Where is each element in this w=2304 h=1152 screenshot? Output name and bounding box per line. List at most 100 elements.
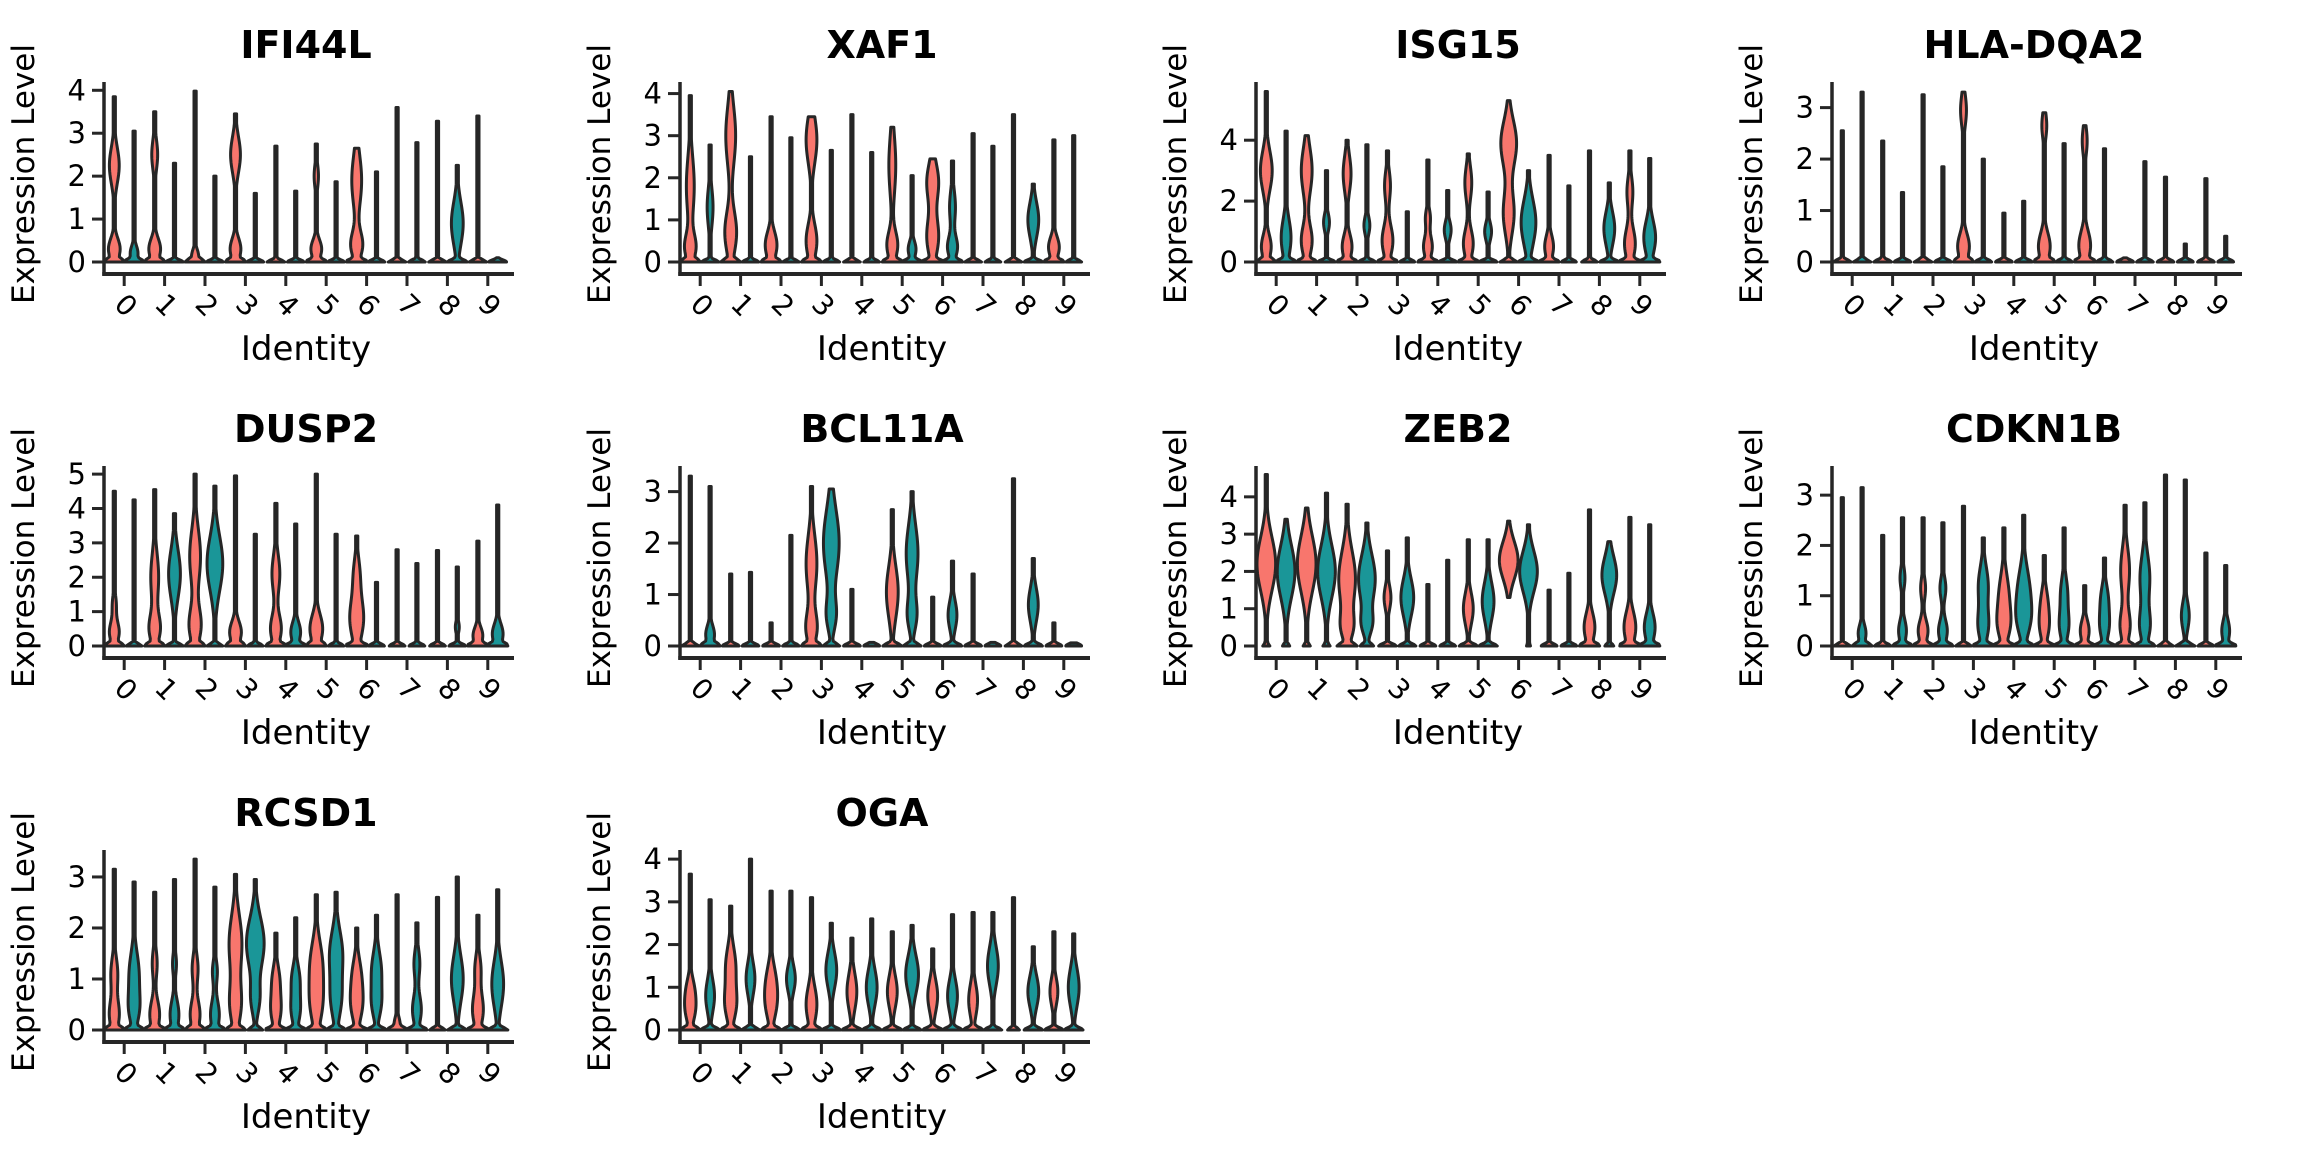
violin-XAF1-4-group2 (862, 151, 882, 264)
violin-CDKN1B-0-group1 (1832, 496, 1853, 648)
x-axis-label: Identity (817, 713, 947, 753)
violin-HLA-DQA2-1-group2 (1892, 191, 1913, 264)
x-tick-label: 7 (391, 671, 427, 707)
violin-RCSD1-0-group1 (102, 867, 126, 1032)
x-axis-label: Identity (1393, 713, 1523, 753)
violin-ISG15-2-group1 (1335, 138, 1359, 264)
y-tick-label: 3 (68, 116, 86, 150)
x-tick-label: 2 (1917, 287, 1953, 323)
x-tick-label: 2 (1917, 671, 1953, 707)
violin-XAF1-7-group2 (983, 144, 1003, 264)
violin-ZEB2-6-group1 (1497, 519, 1520, 600)
violin-OGA-1-group2 (739, 857, 762, 1032)
violin-HLA-DQA2-9-group2 (2216, 234, 2236, 264)
violin-IFI44L-0-group1 (102, 95, 126, 264)
x-axis-label: Identity (1393, 329, 1523, 369)
y-tick-label: 0 (644, 245, 662, 279)
violin-HLA-DQA2-4-group2 (2013, 199, 2034, 264)
y-tick-label: 0 (1220, 245, 1238, 279)
x-tick-label: 9 (2200, 287, 2236, 323)
violin-ZEB2-2-group2 (1357, 521, 1377, 648)
violin-RCSD1-7-group2 (405, 921, 429, 1032)
violin-RCSD1-1-group2 (162, 878, 187, 1032)
violin-CDKN1B-3-group2 (1971, 536, 1995, 648)
y-tick-label: 3 (644, 885, 662, 919)
panel-title: IFI44L (240, 23, 371, 67)
violin-BCL11A-6-group1 (922, 595, 943, 648)
violin-BCL11A-0-group1 (679, 474, 701, 648)
violin-RCSD1-8-group1 (428, 895, 447, 1032)
violin-RCSD1-5-group2 (324, 890, 348, 1032)
y-tick-label: 4 (1220, 123, 1238, 157)
violin-ISG15-5-group2 (1477, 190, 1499, 264)
violin-IFI44L-3-group2 (245, 191, 266, 264)
y-tick-label: 3 (1796, 91, 1814, 125)
y-axis-label: Expression Level (582, 428, 618, 688)
violin-IFI44L-0-group2 (122, 129, 146, 264)
violin-BCL11A-2-group2 (781, 533, 801, 648)
violin-DUSP2-9-group1 (466, 539, 490, 648)
violin-XAF1-1-group2 (740, 155, 761, 264)
y-tick-label: 3 (68, 860, 86, 894)
y-axis-label: Expression Level (1158, 428, 1194, 688)
y-axis-label: Expression Level (582, 812, 618, 1072)
violin-CDKN1B-2-group1 (1911, 516, 1935, 648)
y-tick-label: 2 (644, 928, 662, 962)
violin-ISG15-9-group2 (1638, 156, 1662, 264)
violin-CDKN1B-7-group1 (2113, 503, 2137, 648)
panel-ISG15: 0 2 4 0 1 2 3 4 5 6 7 8 9 ISG15 Expression Level Identi… (1152, 0, 1728, 384)
x-tick-label: 9 (472, 1055, 508, 1091)
x-tick-label: 6 (926, 671, 962, 707)
violin-CDKN1B-0-group2 (1850, 486, 1874, 648)
violin-DUSP2-6-group1 (345, 534, 369, 648)
violin-ZEB2-1-group2 (1316, 491, 1337, 648)
x-tick-label: 1 (1300, 671, 1336, 707)
x-tick-label: 6 (350, 1055, 386, 1091)
violin-DUSP2-4-group2 (284, 522, 308, 648)
violin-HLA-DQA2-7-group2 (2135, 160, 2155, 264)
panel-RCSD1: 0 1 2 3 0 1 2 3 4 5 6 7 8 9 RCSD1 Expression Level Ident… (0, 768, 576, 1152)
violin-DUSP2-2-group2 (205, 484, 225, 648)
violin-IFI44L-4-group2 (285, 189, 306, 264)
panel-DUSP2: 0 1 2 3 4 5 0 1 2 3 4 5 6 7 8 9 DUSP2 Expression Level Ide… (0, 384, 576, 768)
x-tick-label: 9 (1624, 671, 1660, 707)
violin-HLA-DQA2-3-group2 (1973, 157, 1994, 264)
violin-XAF1-0-group1 (678, 94, 702, 264)
x-tick-label: 6 (350, 287, 386, 323)
violin-DUSP2-9-group2 (486, 503, 510, 648)
violin-CDKN1B-3-group1 (1954, 504, 1973, 648)
violin-DUSP2-5-group1 (304, 472, 328, 648)
violin-BCL11A-6-group2 (941, 559, 964, 648)
y-tick-label: 1 (644, 578, 662, 612)
x-tick-label: 0 (684, 1055, 720, 1091)
violin-OGA-3-group2 (820, 921, 843, 1032)
x-tick-label: 1 (1876, 287, 1912, 323)
violin-HLA-DQA2-7-group1 (2115, 256, 2135, 264)
violin-ISG15-6-group2 (1516, 169, 1541, 264)
violin-BCL11A-7-group2 (983, 640, 1003, 648)
violin-XAF1-3-group1 (799, 115, 824, 264)
violin-BCL11A-8-group2 (1022, 557, 1044, 648)
x-tick-label: 4 (270, 671, 306, 707)
violin-OGA-9-group1 (1043, 930, 1065, 1032)
violin-ISG15-5-group1 (1456, 152, 1480, 264)
y-tick-label: 2 (68, 911, 86, 945)
violin-HLA-DQA2-5-group1 (2032, 111, 2056, 264)
y-tick-label: 1 (1796, 579, 1814, 613)
y-tick-label: 2 (68, 159, 86, 193)
y-tick-label: 4 (1220, 480, 1238, 514)
violin-HLA-DQA2-0-group2 (1851, 90, 1873, 264)
x-tick-label: 2 (189, 1055, 225, 1091)
x-tick-label: 3 (1381, 671, 1417, 707)
y-tick-label: 3 (644, 119, 662, 153)
violin-XAF1-7-group1 (963, 132, 983, 264)
violin-ZEB2-7-group2 (1559, 571, 1579, 648)
violin-DUSP2-0-group2 (124, 498, 144, 648)
violin-XAF1-3-group2 (821, 148, 842, 264)
y-axis-label: Expression Level (582, 44, 618, 304)
y-tick-label: 1 (644, 970, 662, 1004)
x-tick-label: 5 (1462, 287, 1498, 323)
x-tick-label: 5 (2038, 287, 2074, 323)
x-tick-label: 1 (148, 287, 184, 323)
violin-ISG15-3-group2 (1398, 210, 1417, 264)
